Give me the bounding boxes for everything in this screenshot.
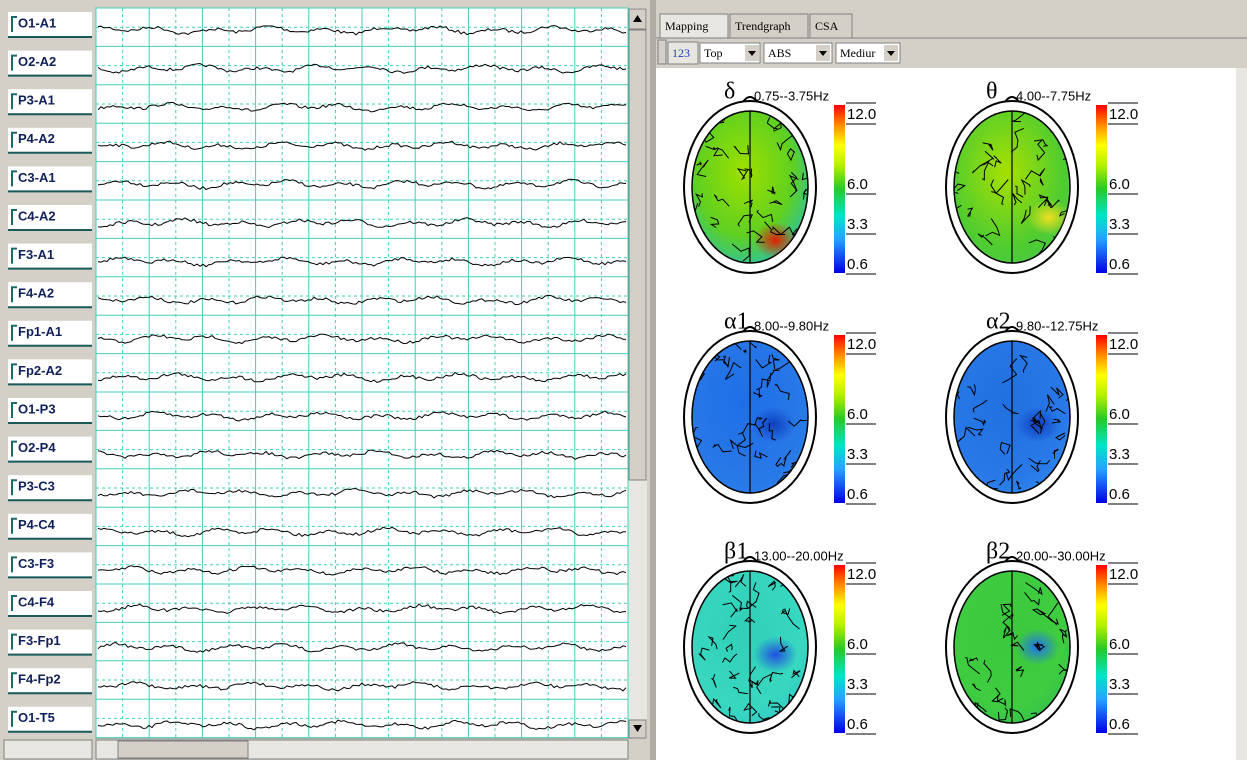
channel-label: O2-P4 [18,440,56,455]
band-range: 4.00--7.75Hz [1016,88,1091,103]
tab-label: Mapping [665,19,708,33]
channel-label: P3-A1 [18,93,55,108]
scale-label: 6.0 [847,406,868,423]
band-range: 8.00--9.80Hz [754,318,829,333]
scale-label: 0.6 [1109,256,1130,273]
color-bar [834,105,845,273]
scroll-thumb[interactable] [629,30,646,480]
channel-label: P4-A2 [18,131,55,146]
scale-label: 0.6 [847,486,868,503]
scale-label: 3.3 [847,446,868,463]
channel-label: C3-A1 [18,170,56,185]
scale-label: 0.6 [1109,486,1130,503]
toolbar-icon: 123 [672,46,690,60]
topo-hotspot [751,407,795,443]
channel-label: O1-P3 [18,401,56,416]
scale-label: 6.0 [1109,176,1130,193]
channel-label: F4-Fp2 [18,672,61,687]
scale-label: 3.3 [847,676,868,693]
color-bar [834,335,845,503]
scale-label: 6.0 [1109,406,1130,423]
scale-label: 3.3 [1109,216,1130,233]
band-symbol: δ [724,79,735,105]
scale-label: 12.0 [1109,336,1138,353]
band-range: 20.00--30.00Hz [1016,548,1106,563]
band-range: 0.75--3.75Hz [754,88,829,103]
channel-label: C4-A2 [18,208,56,223]
scale-label: 3.3 [1109,676,1130,693]
eeg-window: 123 Top ABS Mediur O1-A1 O2-A2 P3-A1 P4-A2 C… [0,0,1247,760]
splitter [650,0,656,760]
toolbar-grip [658,40,666,64]
dropdown-value: Mediur [840,46,875,60]
scale-label: 6.0 [1109,636,1130,653]
scale-label: 6.0 [847,636,868,653]
band-symbol: θ [986,79,998,105]
page: 123 Top ABS Mediur O1-A1 O2-A2 P3-A1 P4-A2 C… [0,0,1247,760]
scale-label: 12.0 [1109,566,1138,583]
channel-label: Fp1-A1 [18,324,62,339]
tab-label: CSA [815,19,839,33]
scale-label: 3.3 [847,216,868,233]
band-range: 9.80--12.75Hz [1016,318,1098,333]
channel-label: Fp2-A2 [18,363,62,378]
channel-label: C4-F4 [18,594,55,609]
topo-hotspot [754,637,798,673]
scroll-thumb[interactable] [118,741,248,758]
scale-label: 12.0 [847,336,876,353]
v-scrollbar[interactable] [1236,68,1247,760]
color-bar [1096,335,1107,503]
channel-label: F4-A2 [18,286,54,301]
scale-label: 12.0 [847,106,876,123]
channel-label: O2-A2 [18,54,56,69]
channel-label: F3-A1 [18,247,54,262]
dropdown-value: Top [704,46,723,60]
scale-label: 0.6 [847,716,868,733]
dropdown-value: ABS [768,46,791,60]
channel-label: P3-C3 [18,479,55,494]
channel-label: F3-Fp1 [18,633,61,648]
channel-label: O1-T5 [18,710,55,725]
channel-label: C3-F3 [18,556,54,571]
band-range: 13.00--20.00Hz [754,548,844,563]
color-bar [834,565,845,733]
tab-label: Trendgraph [735,19,791,33]
h-scrollbar[interactable] [4,740,92,759]
scale-label: 6.0 [847,176,868,193]
color-bar [1096,565,1107,733]
scale-label: 0.6 [847,256,868,273]
scale-label: 0.6 [1109,716,1130,733]
channel-label: O1-A1 [18,15,56,30]
color-bar [1096,105,1107,273]
scale-label: 3.3 [1109,446,1130,463]
scale-label: 12.0 [1109,106,1138,123]
channel-label: P4-C4 [18,517,56,532]
scale-label: 12.0 [847,566,876,583]
